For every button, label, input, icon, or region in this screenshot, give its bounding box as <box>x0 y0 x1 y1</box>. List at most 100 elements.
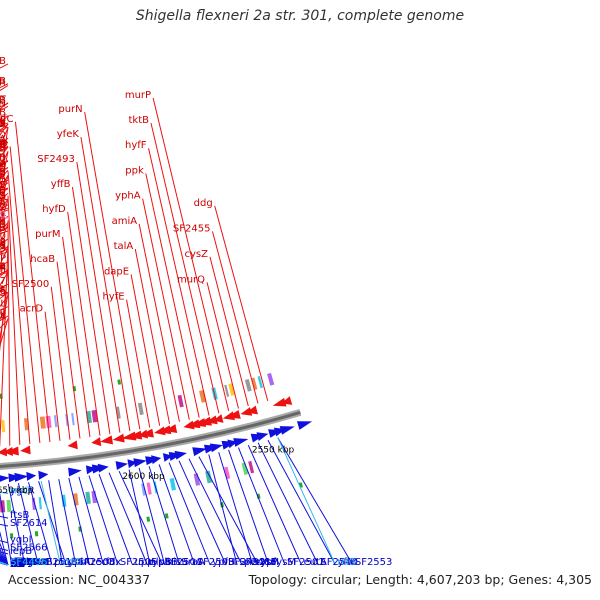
reverse-gene-label: xseA <box>0 120 6 131</box>
rna-gene-label-line <box>277 437 336 566</box>
reverse-gene-label: SF2616 <box>0 286 6 297</box>
genome-stats-text: Topology: circular; Length: 4,607,203 bp… <box>248 572 592 587</box>
forward-gene-label: yigA <box>10 557 32 568</box>
reverse-gene-label: cysZ <box>184 249 208 260</box>
reverse-gene-label: SF2709 <box>0 241 6 252</box>
reverse-gene-label: nrdF <box>0 119 6 130</box>
forward-gene-label: dapA <box>10 557 36 568</box>
reverse-gene-label: pheA <box>0 312 6 323</box>
reverse-gene-label: srlR <box>0 78 6 89</box>
cog-category-block <box>31 497 36 510</box>
forward-gene-label: SF2611 <box>10 557 48 568</box>
reverse-gene-label: SF2620 <box>0 308 6 319</box>
cog-category-block <box>116 406 121 419</box>
reverse-gene-label-line <box>0 244 9 447</box>
forward-gene-label: SF2503 <box>197 557 235 568</box>
reverse-gene-arrow <box>240 407 253 416</box>
reverse-gene-label: purN <box>58 104 82 115</box>
gc-skew-mark <box>117 379 122 385</box>
forward-gene-label: rrsG <box>10 557 31 568</box>
reverse-gene-label: hcaB <box>30 254 55 265</box>
gene-labels: ygcRftsBygbIascGSF2716grpErrsGlepASF2614… <box>0 56 392 568</box>
forward-gene-label: guaA <box>64 557 90 568</box>
reverse-gene-label-line <box>84 111 141 430</box>
forward-gene-label-line <box>208 454 238 566</box>
reverse-gene-label-line <box>142 198 190 420</box>
reverse-gene-label: ygaE <box>0 180 6 191</box>
forward-gene-label: hypF <box>10 557 35 568</box>
forward-gene-label-line <box>138 467 166 566</box>
cog-category-block <box>224 466 231 480</box>
reverse-gene-label: suhB <box>0 144 6 155</box>
forward-gene-label: SF2566 <box>10 542 48 553</box>
forward-gene-label-line <box>108 472 148 566</box>
forward-gene-label: ftsB <box>10 510 29 521</box>
cog-category-block <box>141 483 146 496</box>
forward-gene-label: rplS <box>10 557 30 568</box>
cog-category-block <box>193 473 201 486</box>
cog-category-block <box>38 497 42 510</box>
reverse-gene-label-line <box>152 97 230 411</box>
forward-gene-label: eutA <box>304 557 327 568</box>
reverse-gene-arrow <box>0 447 8 457</box>
forward-gene-arrow <box>133 458 147 468</box>
forward-gene-label: pdxJ <box>10 557 32 568</box>
kbp-tick-label: 2550 kbp <box>252 446 295 456</box>
reverse-gene-label: SF2615 <box>0 288 6 299</box>
reverse-gene-label: proX <box>0 240 6 251</box>
cog-category-block <box>53 415 58 428</box>
reverse-gene-label: pssA <box>0 192 6 203</box>
reverse-gene-label: emrB <box>0 95 6 106</box>
forward-gene-label: gshA <box>10 557 35 568</box>
reverse-gene-label: SF2651 <box>0 219 6 230</box>
cog-category-block <box>137 402 144 416</box>
forward-gene-label: fdx <box>106 557 122 568</box>
reverse-gene-label-line <box>150 122 220 414</box>
forward-gene-label-line <box>247 444 303 566</box>
forward-gene-label: insB <box>10 557 31 568</box>
forward-gene-label: yfiC <box>10 557 29 568</box>
pseudogene-label: SF4490 <box>0 210 6 221</box>
forward-gene-label: trmD <box>10 557 36 568</box>
forward-gene-label: lepA <box>10 557 32 568</box>
reverse-gene-label: proW <box>0 116 6 127</box>
reverse-gene-label: csiE <box>0 143 6 154</box>
reverse-gene-label: yfiL <box>0 310 6 321</box>
forward-gene-arrow <box>250 433 266 443</box>
forward-gene-label-line <box>198 456 259 566</box>
forward-gene-label: SF2558 <box>10 557 48 568</box>
reverse-gene-label: SF2698 <box>0 139 6 150</box>
reverse-gene-label-line <box>7 195 21 445</box>
forward-gene-label-line <box>0 492 13 566</box>
reverse-gene-label: yfiQ <box>0 238 6 249</box>
forward-gene-label: grpE <box>10 557 33 568</box>
forward-gene-label-line <box>0 548 9 566</box>
forward-gene-label: ascG <box>10 557 35 568</box>
forward-gene-label-line <box>218 452 254 566</box>
forward-gene-label: SF2504 <box>165 557 203 568</box>
reverse-gene-label: yphH <box>0 168 6 179</box>
forward-gene-label: tfh <box>10 557 24 568</box>
forward-gene-label: SF2518 <box>40 557 78 568</box>
reverse-gene-label: SF2708 <box>0 200 6 211</box>
reverse-gene-label: fhlA <box>0 172 6 183</box>
forward-gene-label: hcaR <box>10 557 35 568</box>
forward-gene-label: SF2492 <box>228 557 266 568</box>
forward-gene-arrow <box>127 459 138 469</box>
backbone-core <box>0 410 301 468</box>
forward-gene-arrow <box>233 438 249 447</box>
reverse-gene-label: proV <box>0 181 6 192</box>
reverse-gene-label: srlD <box>0 220 6 231</box>
forward-gene-label-line <box>38 481 67 566</box>
forward-gene-label: SF2505 <box>120 557 158 568</box>
reverse-gene-label-line <box>209 256 249 407</box>
reverse-gene-label: murQ <box>177 274 205 285</box>
forward-gene-label: SF2617 <box>10 557 48 568</box>
forward-gene-label-line <box>58 479 77 566</box>
forward-gene-label: SF4496 <box>10 557 48 568</box>
cog-category-block <box>91 490 98 504</box>
reverse-gene-arrow <box>183 420 195 430</box>
genome-backbone <box>0 409 302 470</box>
reverse-gene-label: ppnK <box>0 284 6 295</box>
forward-gene-label: purL <box>54 557 77 568</box>
